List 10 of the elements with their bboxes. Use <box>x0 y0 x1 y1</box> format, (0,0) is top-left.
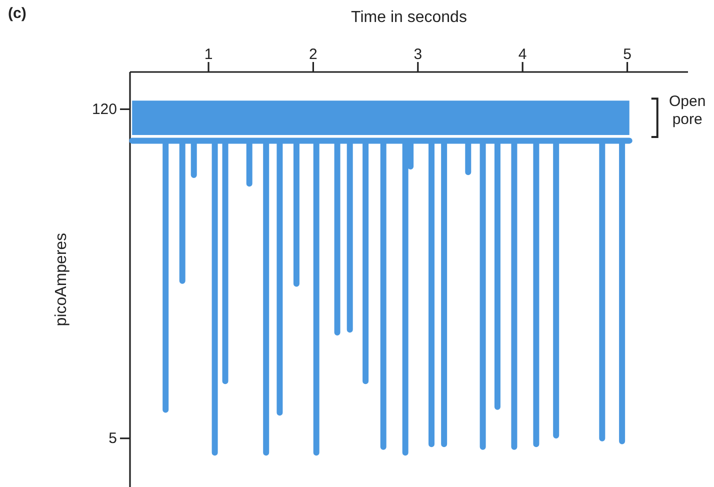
x-axis-title: Time in seconds <box>351 9 467 26</box>
text: (c) <box>8 5 26 22</box>
x-tick-label: 4 <box>518 46 527 63</box>
x-tick-label: 3 <box>414 46 422 63</box>
y-axis-title: picoAmperes <box>53 232 70 326</box>
x-tick-label: 2 <box>309 46 318 63</box>
annotation: Open pore <box>669 92 706 128</box>
y-tick-label: 120 <box>92 101 117 118</box>
x-tick-label: 5 <box>623 46 632 63</box>
x-tick-label: 1 <box>204 46 213 63</box>
